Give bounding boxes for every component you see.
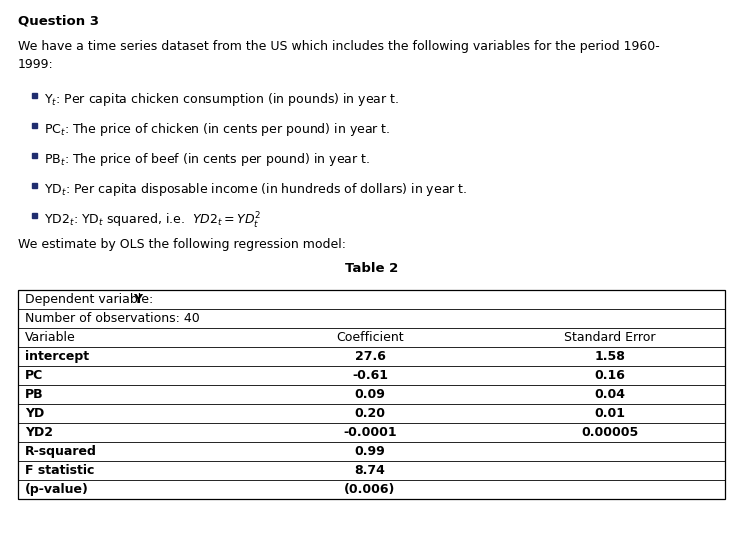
Text: (p-value): (p-value) <box>25 483 89 496</box>
Text: YD2$_t$: YD$_t$ squared, i.e.  $\mathit{YD2}_t = YD_t^2$: YD2$_t$: YD$_t$ squared, i.e. $\mathit{Y… <box>44 211 262 231</box>
Text: PC$_t$: The price of chicken (in cents per pound) in year t.: PC$_t$: The price of chicken (in cents p… <box>44 121 391 138</box>
Text: (0.006): (0.006) <box>344 483 396 496</box>
Text: Table 2: Table 2 <box>345 262 398 275</box>
Text: 0.01: 0.01 <box>594 407 626 420</box>
Text: PB$_t$: The price of beef (in cents per pound) in year t.: PB$_t$: The price of beef (in cents per … <box>44 151 370 168</box>
Text: 0.99: 0.99 <box>354 445 386 458</box>
Text: 1.58: 1.58 <box>594 350 626 363</box>
Text: YD$_t$: Per capita disposable income (in hundreds of dollars) in year t.: YD$_t$: Per capita disposable income (in… <box>44 181 467 198</box>
Text: -0.0001: -0.0001 <box>343 426 397 439</box>
Text: intercept: intercept <box>25 350 89 363</box>
Text: 0.16: 0.16 <box>594 369 626 382</box>
Text: 27.6: 27.6 <box>354 350 386 363</box>
Text: Y: Y <box>133 293 142 306</box>
Text: 1999:: 1999: <box>18 58 53 71</box>
Text: We estimate by OLS the following regression model:: We estimate by OLS the following regress… <box>18 238 346 251</box>
Text: 0.09: 0.09 <box>354 388 386 401</box>
Text: Question 3: Question 3 <box>18 14 99 27</box>
Text: F statistic: F statistic <box>25 464 94 477</box>
Text: Standard Error: Standard Error <box>564 331 656 344</box>
Text: We have a time series dataset from the US which includes the following variables: We have a time series dataset from the U… <box>18 40 660 53</box>
Bar <box>18 290 725 499</box>
Text: 0.04: 0.04 <box>594 388 626 401</box>
Text: PB: PB <box>25 388 44 401</box>
Text: R-squared: R-squared <box>25 445 97 458</box>
Text: 8.74: 8.74 <box>354 464 386 477</box>
Text: Coefficient: Coefficient <box>336 331 403 344</box>
Text: YD: YD <box>25 407 45 420</box>
Text: Y$_t$: Per capita chicken consumption (in pounds) in year t.: Y$_t$: Per capita chicken consumption (i… <box>44 91 399 108</box>
Text: -0.61: -0.61 <box>352 369 388 382</box>
Text: 0.00005: 0.00005 <box>581 426 639 439</box>
Text: PC: PC <box>25 369 43 382</box>
Text: Variable: Variable <box>25 331 76 344</box>
Text: Dependent variable:: Dependent variable: <box>25 293 158 306</box>
Text: 0.20: 0.20 <box>354 407 386 420</box>
Text: YD2: YD2 <box>25 426 53 439</box>
Text: Number of observations: 40: Number of observations: 40 <box>25 312 200 325</box>
